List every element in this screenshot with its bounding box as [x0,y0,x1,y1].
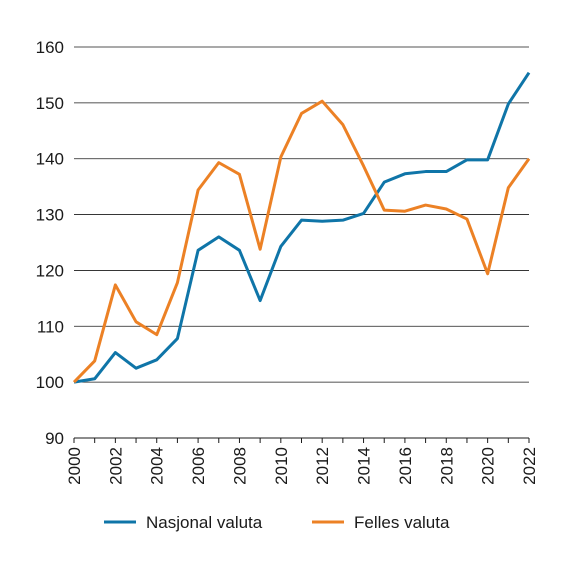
x-tick-label: 2004 [148,447,167,485]
x-tick-label: 2020 [479,447,498,485]
gridlines [74,46,529,383]
legend-label-1: Nasjonal valuta [146,513,263,532]
series-line-2 [72,99,531,384]
y-tick-label: 90 [45,429,64,448]
y-tick-labels: 90 100 110 120 130 140 150 160 [36,38,64,448]
y-tick-label: 140 [36,150,64,169]
x-tick-label: 2012 [313,447,332,485]
x-tick-label: 2006 [189,447,208,485]
x-tick-label: 2010 [272,447,291,485]
y-tick-label: 100 [36,373,64,392]
x-tick-label: 2016 [396,447,415,485]
series-line-1 [73,71,531,384]
y-tick-label: 110 [37,317,64,336]
x-tick-label: 2014 [355,447,374,485]
legend: Nasjonal valuta Felles valuta [104,513,450,532]
axes [73,437,530,443]
x-tick-label: 2008 [230,447,249,485]
x-tick-label: 2022 [520,447,539,485]
x-tick-label: 2000 [65,447,84,485]
x-tick-label: 2002 [106,447,125,485]
x-tick-label: 2018 [437,447,456,485]
series-lines [72,71,531,384]
x-tick-labels: 2000 2002 2004 2006 2008 2010 2012 2014 2016 2018… [65,447,539,485]
y-tick-label: 130 [36,206,64,225]
y-tick-label: 120 [36,261,64,280]
legend-label-2: Felles valuta [354,513,450,532]
y-tick-label: 150 [36,94,64,113]
y-tick-label: 160 [36,38,64,57]
